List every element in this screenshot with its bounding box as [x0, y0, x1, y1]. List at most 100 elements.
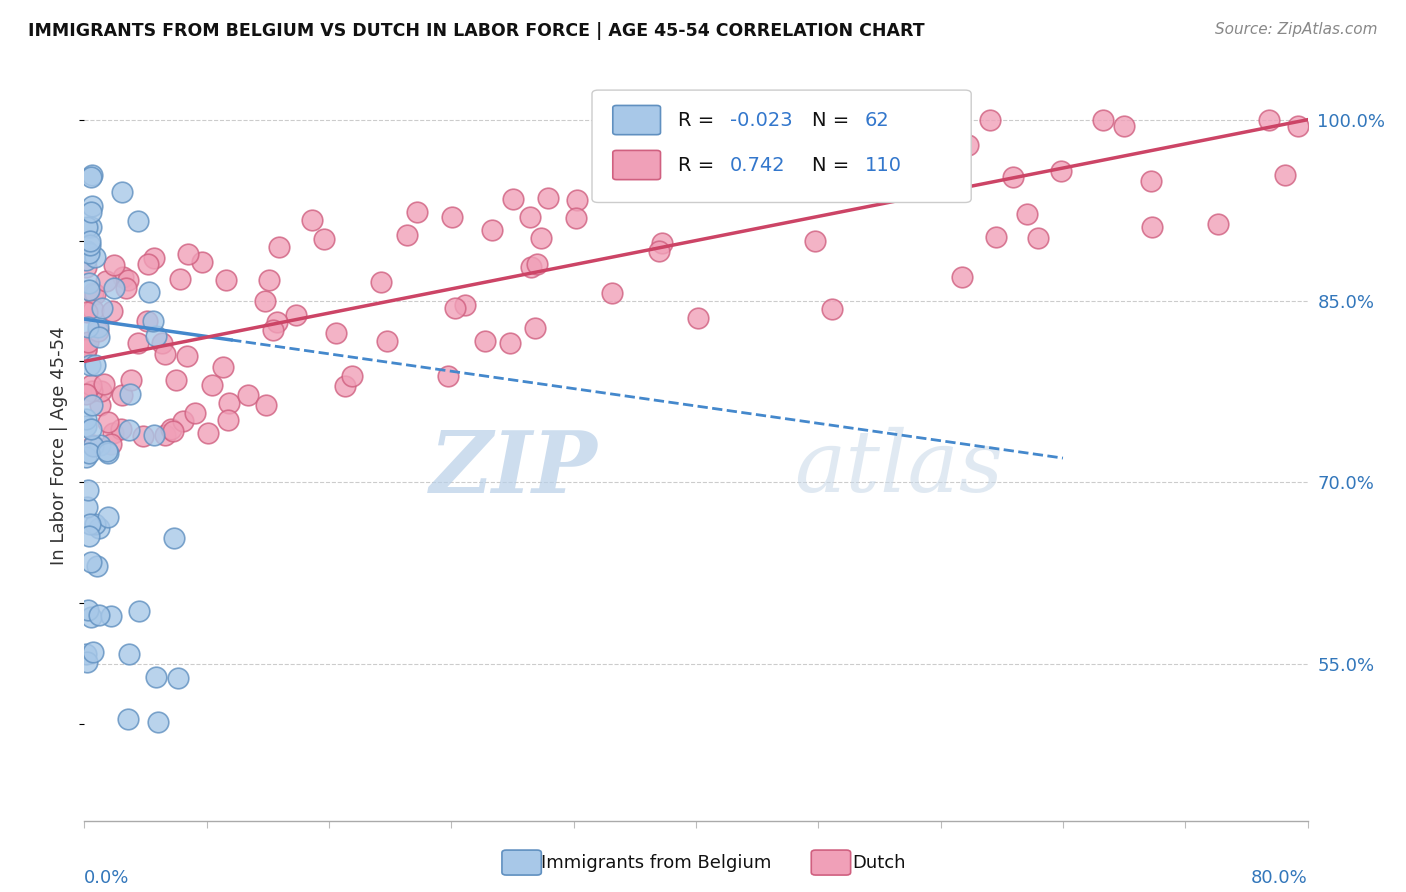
Point [80, 204, 103, 219]
Point [87, 330, 110, 344]
Point [75, 343, 97, 357]
Point [84, 517, 107, 532]
Point [89, 521, 111, 535]
Point [565, 193, 588, 207]
Text: 80.0%: 80.0% [1251, 869, 1308, 887]
Point [481, 223, 503, 237]
Point [97, 446, 120, 460]
Point [453, 297, 475, 311]
Point [1142, 220, 1164, 235]
Point [97, 415, 120, 429]
Point [138, 285, 160, 299]
Point [148, 714, 170, 729]
Point [75, 260, 97, 275]
Text: Immigrants from Belgium: Immigrants from Belgium [541, 854, 772, 871]
Point [77, 283, 100, 297]
Point [314, 232, 336, 246]
Text: Source: ZipAtlas.com: Source: ZipAtlas.com [1215, 22, 1378, 37]
Point [84, 287, 107, 301]
Point [77, 245, 100, 260]
Point [77, 528, 100, 542]
Point [79, 358, 101, 372]
Point [75, 387, 97, 401]
Point [169, 272, 191, 286]
Point [76, 655, 98, 669]
Point [153, 428, 176, 442]
Point [444, 301, 467, 315]
Point [75, 419, 97, 434]
Point [145, 670, 167, 684]
Point [80, 609, 103, 624]
Point [602, 285, 624, 300]
Point [201, 378, 224, 392]
Point [77, 446, 100, 460]
Point [523, 320, 546, 334]
Point [80, 219, 103, 234]
Point [127, 335, 149, 350]
Point [75, 252, 97, 267]
Point [118, 387, 141, 401]
Point [526, 257, 548, 271]
Point [197, 425, 219, 440]
Point [153, 346, 176, 360]
Point [117, 713, 139, 727]
Point [1015, 207, 1038, 221]
Point [75, 343, 97, 357]
Point [79, 555, 101, 569]
Point [80, 378, 103, 392]
Point [100, 609, 122, 624]
Point [75, 450, 97, 465]
Point [537, 191, 560, 205]
Point [82, 440, 104, 454]
Point [77, 319, 100, 334]
Text: R =: R = [678, 155, 727, 175]
Point [87, 608, 110, 623]
Point [177, 247, 200, 261]
Point [262, 323, 284, 337]
Text: atlas: atlas [794, 427, 1002, 510]
Point [142, 314, 165, 328]
Point [254, 398, 277, 412]
Point [87, 324, 110, 338]
Point [101, 426, 124, 441]
Point [136, 257, 159, 271]
Point [132, 429, 155, 443]
Point [190, 255, 212, 269]
Point [82, 438, 104, 452]
Point [76, 603, 98, 617]
Point [236, 387, 259, 401]
Point [437, 369, 460, 384]
Point [395, 228, 418, 243]
Point [1092, 112, 1115, 127]
Point [82, 285, 104, 300]
Point [686, 311, 709, 326]
Point [96, 274, 118, 288]
Point [75, 338, 97, 352]
Point [145, 329, 167, 343]
Point [1139, 174, 1161, 188]
Point [211, 360, 233, 375]
Point [135, 314, 157, 328]
Point [167, 671, 190, 685]
Point [949, 128, 972, 143]
Point [950, 270, 973, 285]
Point [176, 350, 198, 364]
Point [80, 422, 103, 436]
Point [128, 604, 150, 618]
Point [77, 276, 100, 290]
Point [520, 260, 543, 275]
Text: Dutch: Dutch [852, 854, 905, 871]
Point [218, 396, 240, 410]
Point [75, 411, 97, 425]
Point [100, 304, 122, 318]
Point [80, 168, 103, 182]
Point [215, 273, 238, 287]
Point [76, 244, 98, 258]
Point [703, 153, 725, 168]
Point [1258, 112, 1281, 127]
Point [110, 421, 132, 435]
Point [979, 112, 1001, 127]
Point [257, 273, 280, 287]
Point [97, 510, 120, 524]
Point [79, 234, 101, 248]
